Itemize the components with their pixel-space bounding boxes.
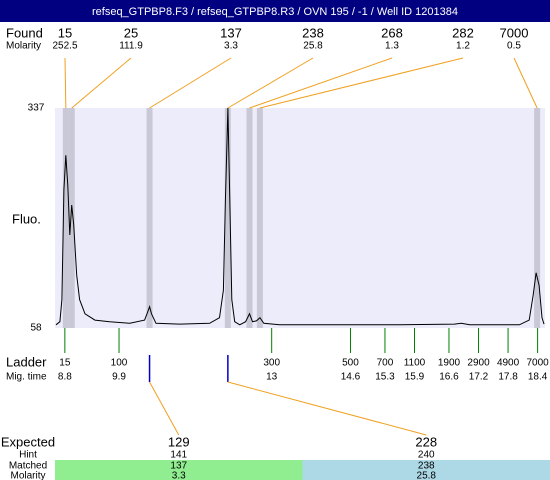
matched-bg bbox=[302, 460, 550, 480]
ladder-time: 18.4 bbox=[528, 372, 548, 383]
expected-size: 228 bbox=[415, 434, 437, 449]
match-leader bbox=[227, 381, 427, 436]
ladder-label: Ladder bbox=[6, 354, 47, 369]
hint-size: 240 bbox=[418, 450, 435, 461]
ladder-size: 15 bbox=[59, 358, 71, 369]
peak-leader bbox=[71, 57, 132, 109]
found-size: 25 bbox=[124, 25, 138, 40]
title-bar bbox=[0, 0, 550, 22]
peak-band bbox=[256, 108, 263, 328]
peak-band bbox=[62, 108, 69, 328]
ladder-size: 300 bbox=[263, 358, 280, 369]
found-size: 282 bbox=[452, 25, 474, 40]
peak-leader bbox=[227, 57, 314, 109]
peak-band bbox=[224, 108, 231, 328]
ladder-time: 17.8 bbox=[498, 372, 518, 383]
matched-size: 238 bbox=[418, 461, 435, 472]
y-tick-label: 337 bbox=[28, 103, 45, 114]
ladder-size: 7000 bbox=[526, 358, 549, 369]
found-label: Found bbox=[6, 25, 43, 40]
ladder-size: 4900 bbox=[497, 358, 520, 369]
peak-leader bbox=[513, 57, 538, 109]
ladder-time: 8.8 bbox=[58, 372, 72, 383]
trace bbox=[55, 107, 545, 326]
match-leader bbox=[149, 381, 180, 436]
found-molarity: 1.3 bbox=[385, 41, 399, 52]
ladder-time: 15.9 bbox=[405, 372, 425, 383]
peak-band bbox=[534, 108, 541, 328]
peak-leader bbox=[249, 57, 393, 109]
ladder-size: 700 bbox=[377, 358, 394, 369]
ladder-time: 13 bbox=[266, 372, 278, 383]
found-size: 268 bbox=[381, 25, 403, 40]
peak-band bbox=[246, 108, 253, 328]
ladder-time: 15.3 bbox=[375, 372, 395, 383]
matched-bg bbox=[55, 460, 303, 480]
hint-label: Hint bbox=[19, 450, 37, 461]
found-molarity: 111.9 bbox=[119, 41, 143, 52]
found-size: 137 bbox=[220, 25, 242, 40]
matched-molarity: 3.3 bbox=[172, 471, 186, 480]
ladder-size: 1100 bbox=[404, 358, 426, 369]
ladder-size: 2900 bbox=[467, 358, 490, 369]
matched-molarity: 25.8 bbox=[417, 471, 437, 480]
ladder-time: 9.9 bbox=[112, 372, 126, 383]
peak-band bbox=[146, 108, 153, 328]
ladder-size: 500 bbox=[342, 358, 359, 369]
peak-band bbox=[68, 108, 75, 328]
mig-time-label: Mig. time bbox=[6, 372, 47, 383]
ladder-size: 1900 bbox=[438, 358, 461, 369]
found-molarity: 0.5 bbox=[507, 41, 521, 52]
hint-size: 141 bbox=[170, 450, 187, 461]
expected-molarity-label: Molarity bbox=[10, 471, 45, 480]
expected-label: Expected bbox=[1, 434, 55, 449]
y-label: Fluo. bbox=[12, 211, 41, 226]
y-tick-label: 58 bbox=[30, 323, 42, 334]
matched-size: 137 bbox=[170, 461, 187, 472]
found-molarity: 3.3 bbox=[224, 41, 238, 52]
expected-size: 129 bbox=[168, 434, 190, 449]
molarity-label: Molarity bbox=[6, 41, 41, 52]
ladder-time: 14.6 bbox=[341, 372, 361, 383]
peak-leader bbox=[149, 57, 232, 109]
found-molarity: 1.2 bbox=[456, 41, 470, 52]
found-molarity: 252.5 bbox=[52, 41, 77, 52]
found-size: 7000 bbox=[500, 25, 529, 40]
ladder-size: 100 bbox=[111, 358, 128, 369]
found-molarity: 25.8 bbox=[303, 41, 323, 52]
peak-leader bbox=[64, 57, 67, 109]
plot-area bbox=[55, 108, 545, 328]
ladder-time: 16.6 bbox=[439, 372, 459, 383]
found-size: 238 bbox=[302, 25, 324, 40]
title: refseq_GTPBP8.F3 / refseq_GTPBP8.R3 / OV… bbox=[92, 6, 458, 18]
peak-leader bbox=[259, 57, 464, 109]
matched-label: Matched bbox=[9, 461, 47, 472]
ladder-time: 17.2 bbox=[469, 372, 489, 383]
found-size: 15 bbox=[58, 25, 72, 40]
